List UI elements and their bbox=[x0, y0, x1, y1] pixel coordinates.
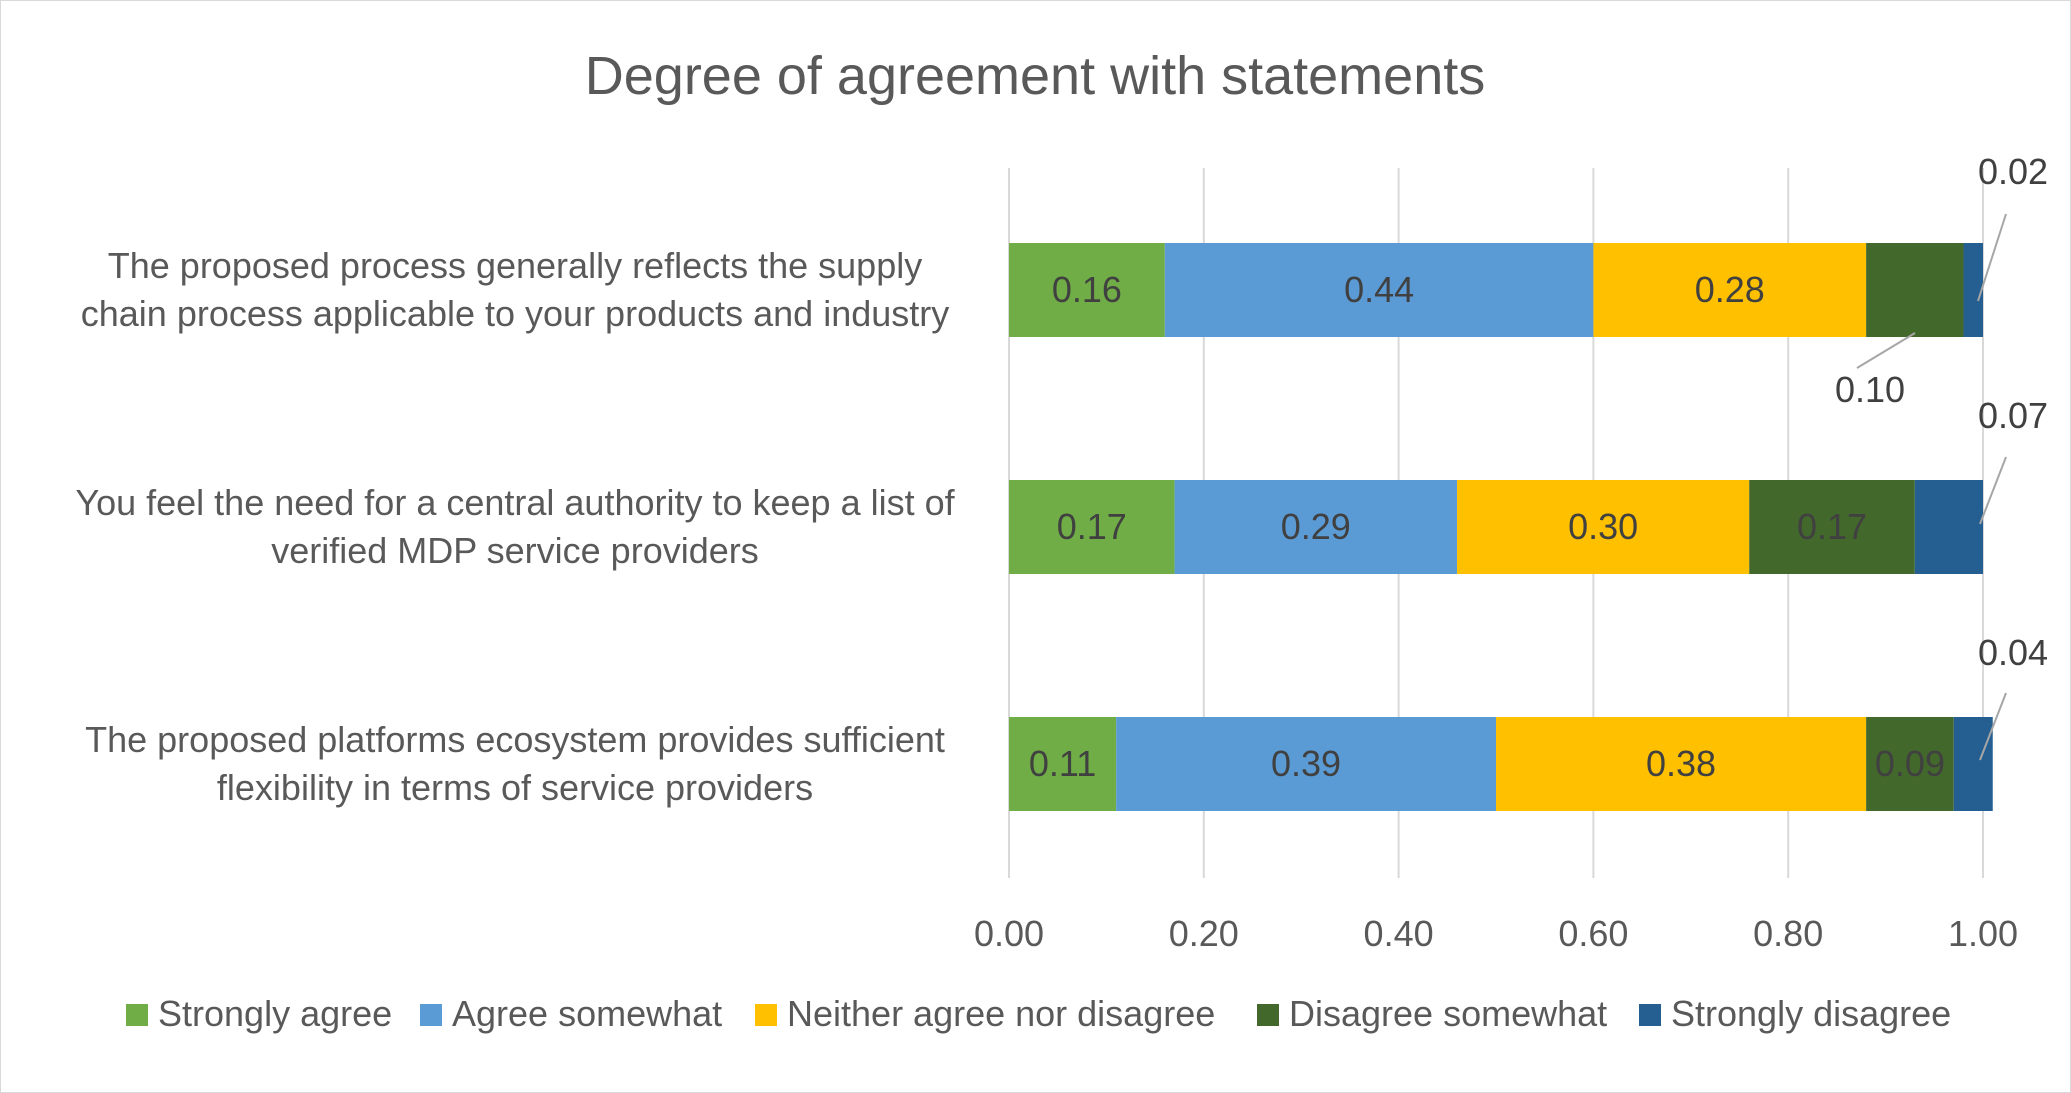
bar-segment bbox=[1749, 480, 1915, 574]
x-tick-label: 0.20 bbox=[1169, 913, 1239, 954]
bar-segment bbox=[1009, 717, 1117, 811]
legend-label: Neither agree nor disagree bbox=[787, 993, 1215, 1034]
chart-title: Degree of agreement with statements bbox=[585, 46, 1485, 106]
leader-line bbox=[1979, 456, 2007, 525]
data-label: 0.38 bbox=[1646, 743, 1716, 784]
category-label: The proposed process generally reflects … bbox=[108, 245, 922, 286]
legend-swatch bbox=[1639, 1004, 1661, 1026]
bar-segment bbox=[1009, 480, 1175, 574]
legend-label: Disagree somewhat bbox=[1289, 993, 1607, 1034]
data-label: 0.16 bbox=[1052, 269, 1122, 310]
data-label: 0.28 bbox=[1695, 269, 1765, 310]
leader-line bbox=[1979, 692, 2007, 761]
bars bbox=[1009, 243, 1993, 811]
category-label: flexibility in terms of service provider… bbox=[217, 767, 813, 808]
x-tick-label: 0.60 bbox=[1558, 913, 1628, 954]
data-label: 0.29 bbox=[1281, 506, 1351, 547]
x-axis-ticks: 0.00 0.20 0.40 0.60 0.80 1.00 bbox=[974, 913, 2018, 954]
legend: Strongly agree Agree somewhat Neither agre… bbox=[126, 993, 1951, 1034]
bar-segment bbox=[1866, 717, 1954, 811]
data-label: 0.11 bbox=[1029, 743, 1096, 784]
data-label: 0.30 bbox=[1568, 506, 1638, 547]
data-label: 0.17 bbox=[1057, 506, 1127, 547]
bar-segment bbox=[1116, 717, 1496, 811]
legend-label: Agree somewhat bbox=[452, 993, 722, 1034]
legend-label: Strongly disagree bbox=[1671, 993, 1951, 1034]
legend-swatch bbox=[420, 1004, 442, 1026]
category-label: verified MDP service providers bbox=[271, 530, 759, 571]
data-label: 0.44 bbox=[1344, 269, 1414, 310]
bar-segment bbox=[1953, 717, 1993, 811]
data-label: 0.07 bbox=[1978, 395, 2048, 436]
x-tick-label: 0.40 bbox=[1364, 913, 1434, 954]
bar-segment bbox=[1593, 243, 1867, 337]
leader-line bbox=[1977, 213, 2007, 302]
bar-segment bbox=[1496, 717, 1867, 811]
legend-swatch bbox=[126, 1004, 148, 1026]
x-tick-label: 1.00 bbox=[1948, 913, 2018, 954]
data-label: 0.09 bbox=[1875, 743, 1945, 784]
legend-swatch bbox=[755, 1004, 777, 1026]
x-tick-label: 0.80 bbox=[1753, 913, 1823, 954]
leader-line bbox=[1856, 332, 1916, 369]
bar-segment bbox=[1866, 243, 1964, 337]
x-tick-label: 0.00 bbox=[974, 913, 1044, 954]
data-labels: 0.16 0.44 0.28 0.10 0.02 0.17 0.29 0.30 0.17 0.07… bbox=[1029, 151, 2048, 784]
bar-segment bbox=[1174, 480, 1458, 574]
bar-segment bbox=[1164, 243, 1594, 337]
legend-label: Strongly agree bbox=[158, 993, 392, 1034]
category-label: chain process applicable to your product… bbox=[81, 293, 950, 334]
bar-segment bbox=[1963, 243, 1983, 337]
bar-segment bbox=[1914, 480, 1983, 574]
category-labels: The proposed process generally reflects … bbox=[75, 245, 955, 808]
bar-segment bbox=[1457, 480, 1750, 574]
legend-swatch bbox=[1257, 1004, 1279, 1026]
data-label: 0.02 bbox=[1978, 151, 2048, 192]
category-label: You feel the need for a central authorit… bbox=[75, 482, 955, 523]
bar-segment bbox=[1009, 243, 1165, 337]
data-label: 0.04 bbox=[1978, 632, 2048, 673]
data-label: 0.10 bbox=[1835, 369, 1905, 410]
category-label: The proposed platforms ecosystem provide… bbox=[85, 719, 945, 760]
data-label: 0.39 bbox=[1271, 743, 1341, 784]
data-label: 0.17 bbox=[1797, 506, 1867, 547]
